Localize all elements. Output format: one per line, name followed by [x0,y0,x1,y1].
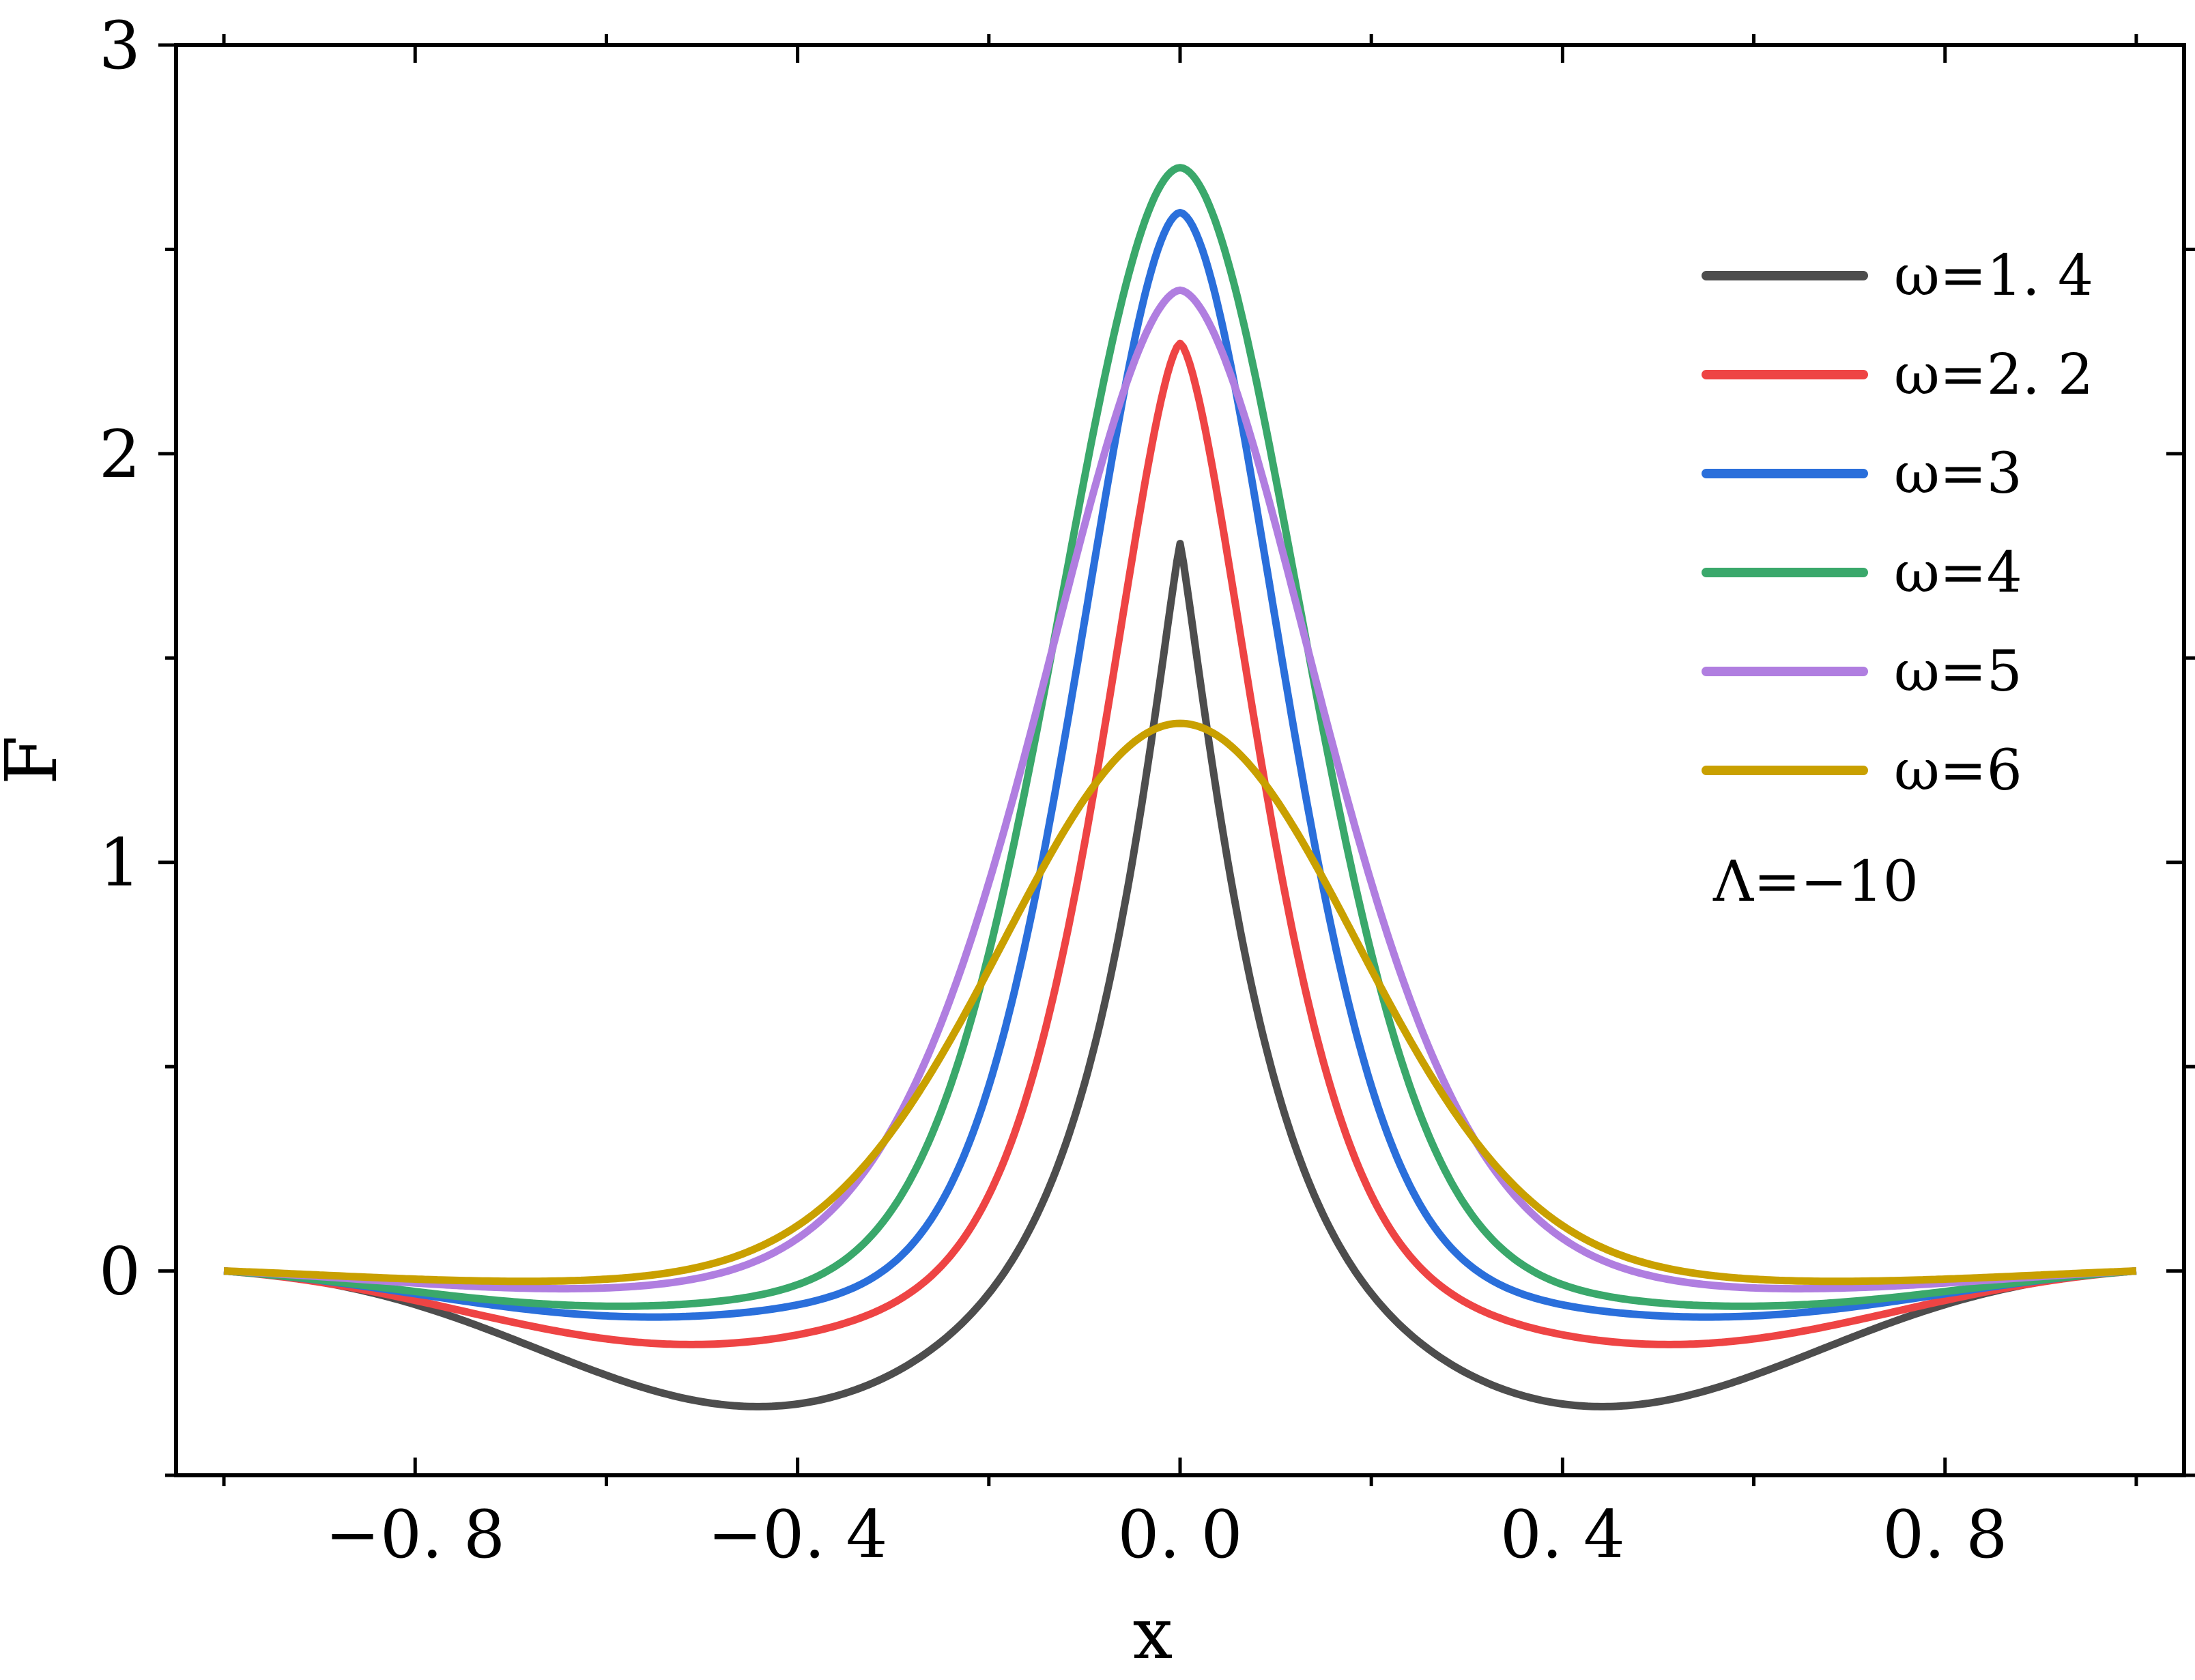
x-tick-label: 0. 0 [1117,1496,1242,1573]
series-line-6 [223,719,2137,1286]
x-axis-title: x [1133,1592,1173,1675]
x-tick-label: −0. 8 [325,1496,505,1573]
x-tick-label: 0. 4 [1500,1496,1625,1573]
series-line-4 [223,164,2137,1310]
legend-label-5: ω=5 [1894,639,2022,704]
plot-frame [174,43,2186,1477]
axis-ticks [158,34,2195,1486]
legend-label-4: ω=4 [1894,540,2022,605]
legend-label-1: ω=1. 4 [1894,244,2093,308]
axis-tick-labels: −0. 8 −0. 4 0. 0 0. 4 0. 8 0 1 2 3 [99,8,2007,1573]
series-curves [223,164,2137,1410]
y-tick-label: 3 [99,8,141,84]
y-axis-title: F [0,736,73,785]
x-tick-label: −0. 4 [708,1496,888,1573]
y-tick-label: 2 [99,416,141,493]
series-line-1 [223,540,2137,1410]
series-line-5 [223,286,2137,1293]
legend-label-2: ω=2. 2 [1894,343,2093,407]
legend-label-3: ω=3 [1894,441,2022,506]
legend: ω=1. 4 ω=2. 2 ω=3 ω=4 ω=5 ω=6 [1702,244,2093,803]
x-tick-label: 0. 8 [1882,1496,2007,1573]
lambda-annotation: Λ=−10 [1712,850,1919,914]
legend-label-6: ω=6 [1894,738,2022,803]
series-line-3 [223,209,2137,1321]
series-line-2 [223,339,2137,1348]
y-tick-label: 0 [99,1234,141,1310]
y-tick-label: 1 [99,825,141,901]
